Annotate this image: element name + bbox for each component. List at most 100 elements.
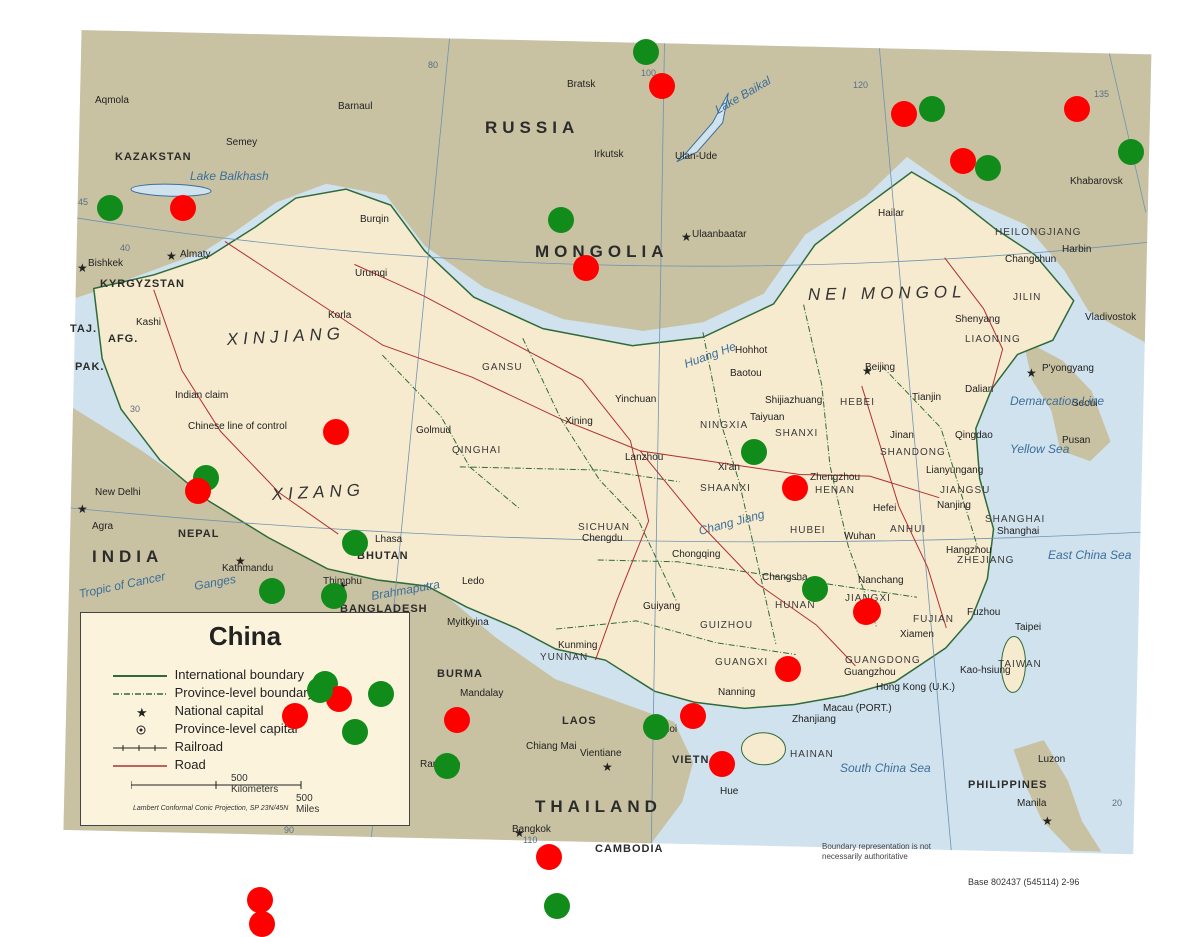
legend-label: National capital [174, 703, 264, 718]
legend-label: Road [174, 757, 206, 772]
red-marker[interactable] [950, 148, 976, 174]
province-label: GUANGDONG [845, 655, 921, 666]
annotation-label: Indian claim [175, 390, 228, 401]
green-marker[interactable] [633, 39, 659, 65]
green-marker[interactable] [1118, 139, 1144, 165]
red-marker[interactable] [249, 911, 275, 937]
province-label: GUANGXI [715, 657, 768, 668]
red-marker[interactable] [247, 887, 273, 913]
province-label: GUIZHOU [700, 620, 753, 631]
city-label: Macau (PORT.) [823, 703, 892, 714]
green-marker[interactable] [97, 195, 123, 221]
green-marker[interactable] [342, 719, 368, 745]
coordinate-label: 45 [78, 197, 88, 207]
city-label: Bangkok [512, 824, 552, 835]
national-capital-star-icon: ★ [1026, 366, 1037, 380]
coordinate-label: 90 [284, 825, 294, 835]
red-marker[interactable] [185, 478, 211, 504]
city-label: Korla [328, 310, 352, 321]
dot-circle-icon [111, 723, 171, 737]
province-label: FUJIAN [913, 614, 954, 625]
province-label: JILIN [1013, 292, 1041, 303]
city-label: Beijing [865, 362, 895, 373]
city-label: Hangzhou [946, 545, 992, 556]
red-marker[interactable] [649, 73, 675, 99]
green-marker[interactable] [643, 714, 669, 740]
legend-label: Province-level boundary [174, 685, 315, 700]
green-marker[interactable] [321, 583, 347, 609]
red-marker[interactable] [1064, 96, 1090, 122]
red-marker[interactable] [444, 707, 470, 733]
country-label: PHILIPPINES [968, 779, 1047, 791]
city-label: Taiyuan [750, 412, 784, 423]
city-label: Guiyang [643, 601, 680, 612]
green-marker[interactable] [802, 576, 828, 602]
city-label: Hong Kong (U.K.) [876, 682, 955, 693]
country-label: CAMBODIA [595, 843, 664, 855]
city-label: Xiamen [900, 629, 934, 640]
national-capital-star-icon: ★ [862, 364, 873, 378]
legend-label: Railroad [174, 739, 224, 754]
red-marker[interactable] [536, 844, 562, 870]
city-label: Hefei [873, 503, 896, 514]
legend-item-province-boundary: Province-level boundary [111, 685, 314, 701]
legend-label: International boundary [174, 667, 304, 682]
green-marker[interactable] [259, 578, 285, 604]
green-marker[interactable] [368, 681, 394, 707]
national-capital-star-icon: ★ [602, 760, 613, 774]
coordinate-label: 135 [1094, 89, 1109, 99]
national-capital-star-icon: ★ [514, 826, 525, 840]
green-marker[interactable] [548, 207, 574, 233]
red-marker[interactable] [709, 751, 735, 777]
city-label: Yinchuan [615, 394, 656, 405]
green-marker[interactable] [741, 439, 767, 465]
red-marker[interactable] [853, 599, 879, 625]
national-capital-star-icon: ★ [681, 230, 692, 244]
city-label: Kunming [558, 640, 597, 651]
red-marker[interactable] [775, 656, 801, 682]
city-label: Bratsk [567, 79, 596, 90]
country-label: LAOS [562, 715, 597, 727]
projection-note: Lambert Conformal Conic Projection, SP 2… [133, 805, 289, 812]
coordinate-label: 110 [523, 835, 537, 845]
red-marker[interactable] [323, 419, 349, 445]
green-marker[interactable] [434, 753, 460, 779]
city-label: Shijiazhuang [765, 395, 822, 406]
prov-boundary-symbol [111, 687, 171, 701]
national-capital-star-icon: ★ [77, 502, 88, 516]
green-marker[interactable] [975, 155, 1001, 181]
green-marker[interactable] [342, 530, 368, 556]
city-label: Ulan-Ude [675, 151, 718, 162]
scale-mi: 500 Miles [296, 793, 320, 815]
red-marker[interactable] [170, 195, 196, 221]
city-label: Dalian [965, 384, 993, 395]
city-label: Xining [565, 416, 593, 427]
water-label: Demarcation Line [1010, 394, 1104, 408]
water-label: East China Sea [1048, 548, 1132, 562]
red-marker[interactable] [782, 475, 808, 501]
green-marker[interactable] [919, 96, 945, 122]
roads [153, 241, 1004, 667]
road-symbol [111, 759, 171, 773]
water-label: Yellow Sea [1010, 442, 1070, 456]
province-label: ANHUI [890, 524, 926, 535]
province-label: HEILONGJIANG [995, 227, 1081, 238]
red-marker[interactable] [282, 703, 308, 729]
city-label: Lhasa [375, 534, 403, 545]
city-label: New Delhi [95, 487, 141, 498]
base-note: Base 802437 (545114) 2-96 [968, 877, 1080, 887]
china-land [92, 171, 1075, 710]
green-marker[interactable] [544, 893, 570, 919]
red-marker[interactable] [573, 255, 599, 281]
red-marker[interactable] [891, 101, 917, 127]
city-label: Wuhan [844, 531, 876, 542]
province-label: QINGHAI [452, 445, 501, 456]
city-label: Xi'an [718, 462, 740, 473]
legend-item-national-capital: ★ National capital [111, 703, 264, 719]
city-label: Zhanjiang [792, 714, 836, 725]
green-marker[interactable] [307, 677, 333, 703]
red-marker[interactable] [680, 703, 706, 729]
city-label: Luzon [1038, 754, 1065, 765]
graticule [70, 38, 1148, 851]
city-label: Taipei [1015, 622, 1041, 633]
